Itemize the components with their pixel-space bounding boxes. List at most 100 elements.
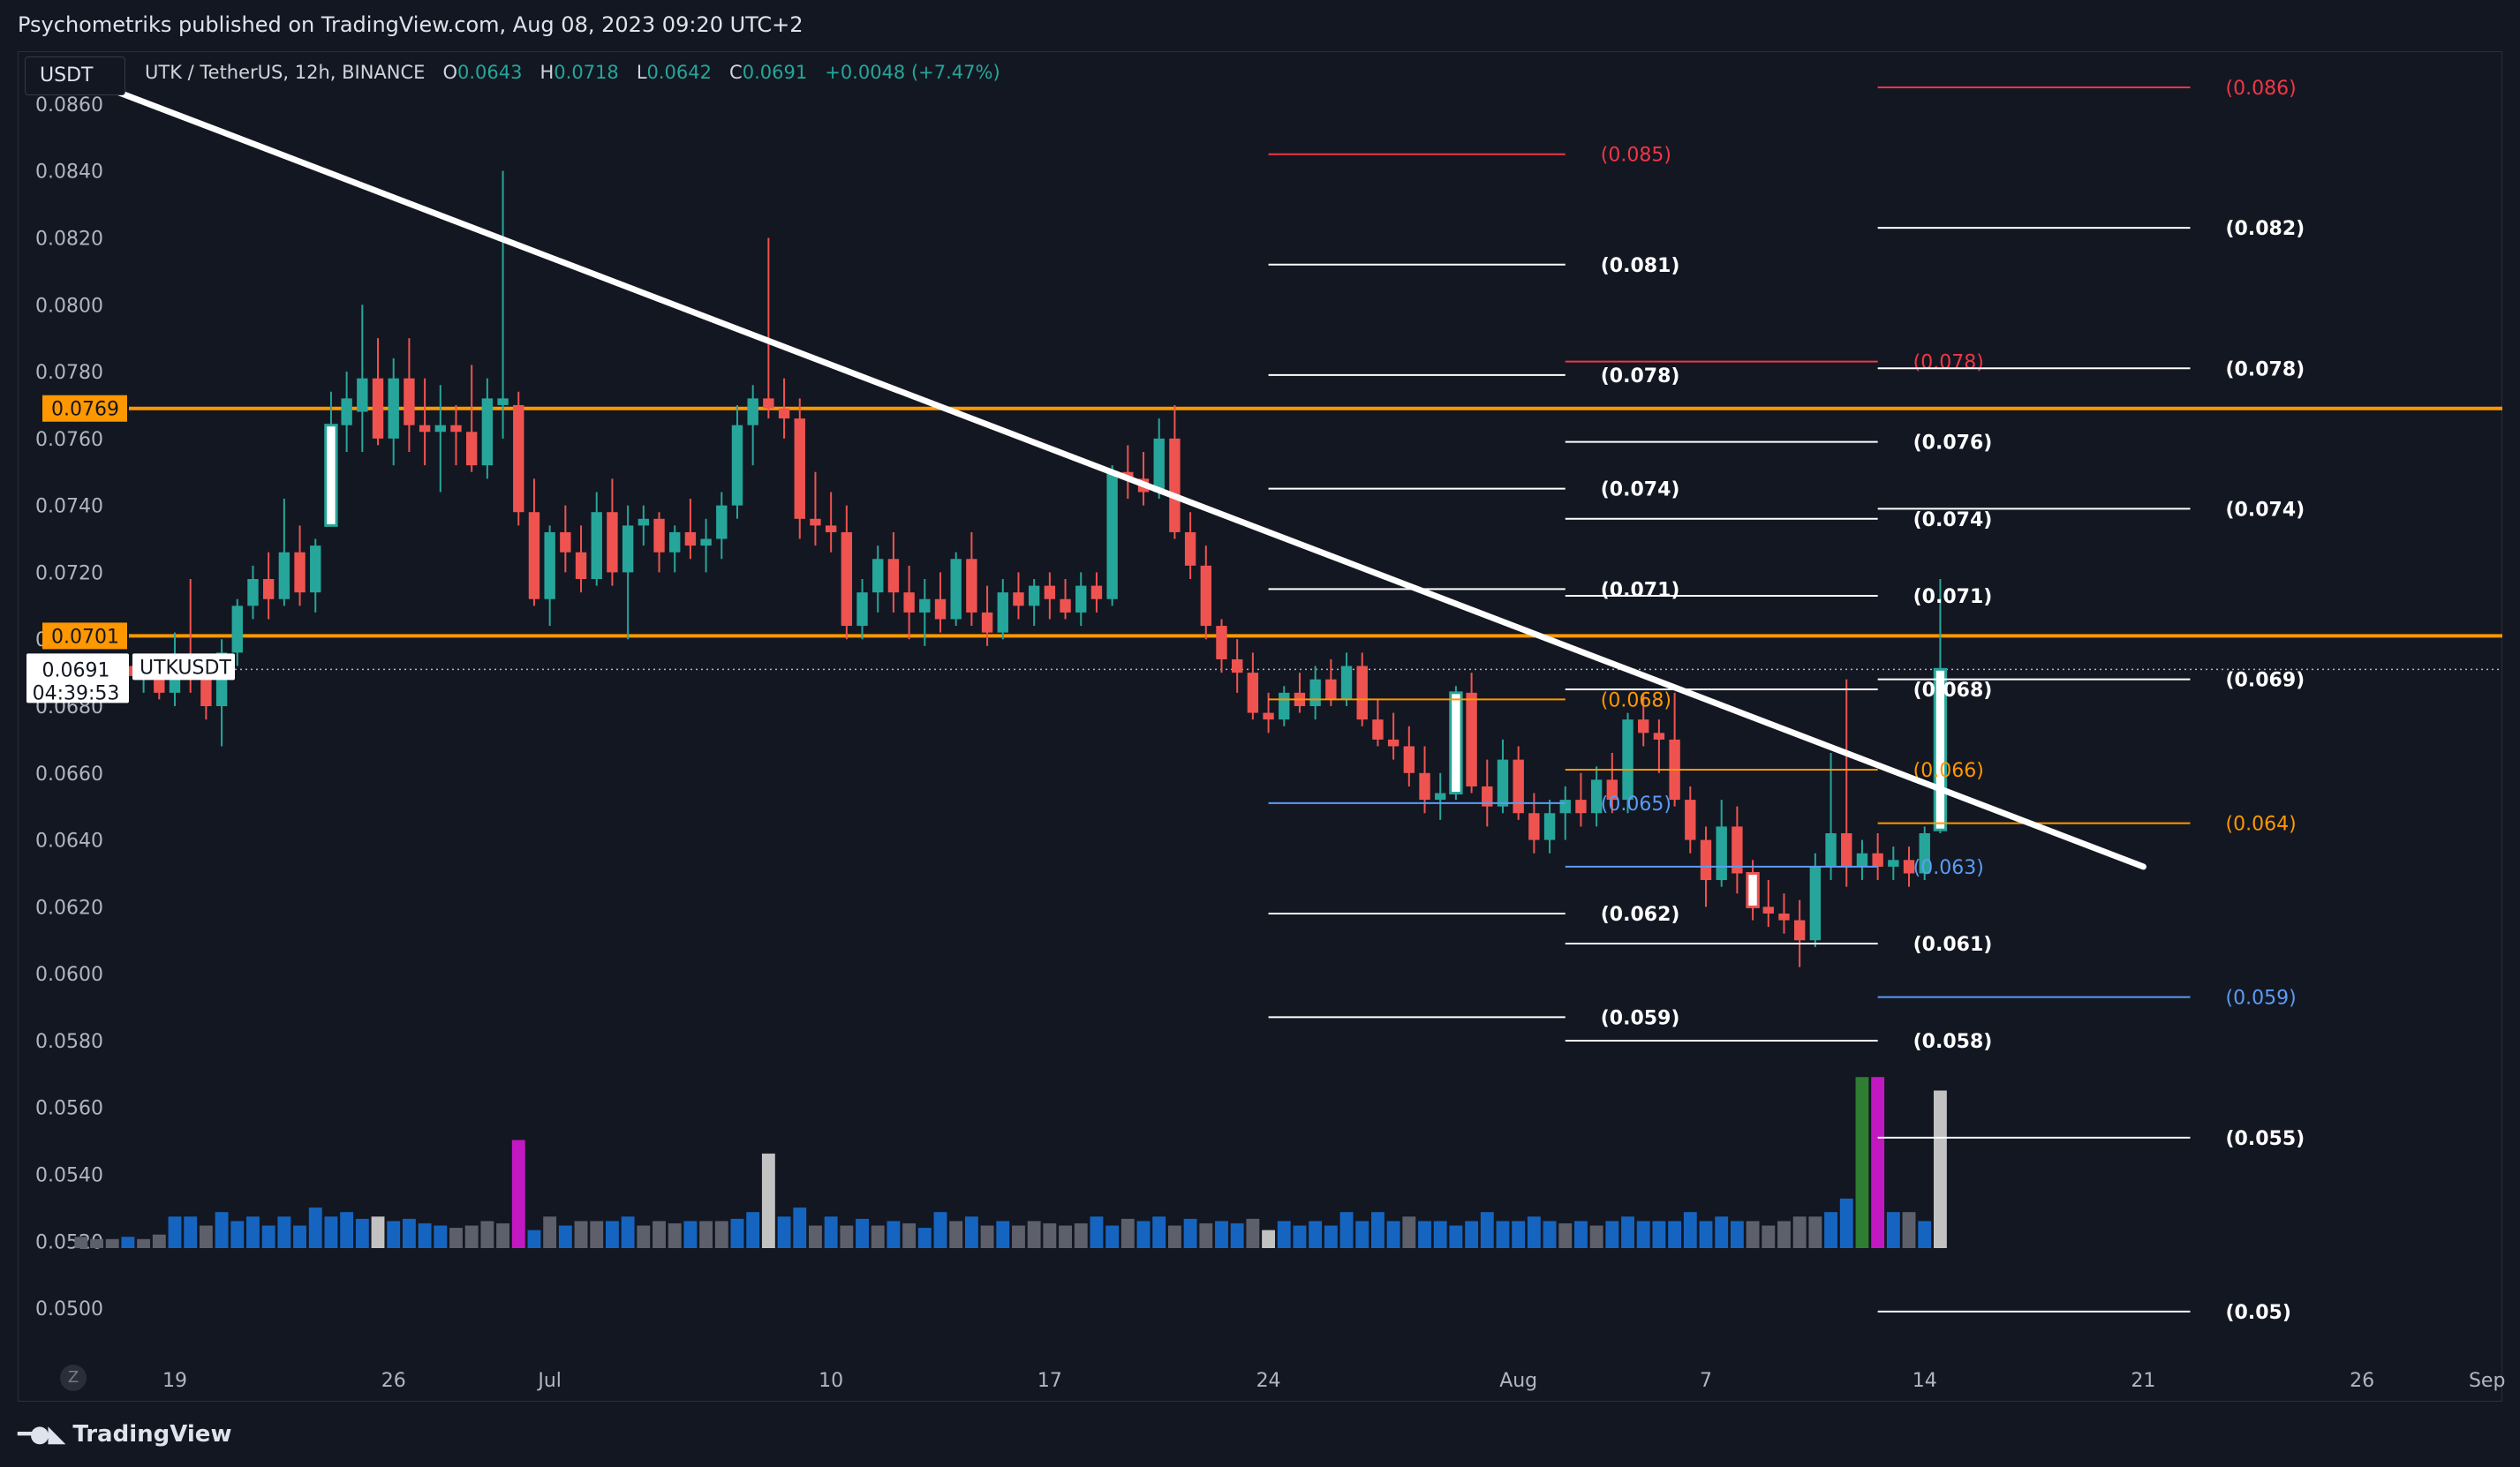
volume-bar <box>152 1234 166 1248</box>
volume-bar <box>1090 1216 1104 1248</box>
chart-frame <box>18 51 2502 1402</box>
level-label: (0.081) <box>1601 255 1680 277</box>
volume-bar <box>527 1230 541 1248</box>
y-tick-label: 0.0660 <box>35 764 103 786</box>
volume-bar <box>1043 1222 1057 1248</box>
volume-bar <box>824 1216 838 1248</box>
volume-bar <box>699 1221 713 1248</box>
volume-bar <box>1012 1225 1025 1248</box>
y-tick-label: 0.0580 <box>35 1031 103 1053</box>
volume-bar <box>605 1221 619 1248</box>
candle-body <box>341 398 352 425</box>
candle-body <box>1575 800 1587 814</box>
level-label: (0.074) <box>1601 479 1680 501</box>
candle-body <box>1325 679 1337 700</box>
timezone-z-button[interactable]: Z <box>60 1365 87 1391</box>
published-caption: Psychometriks published on TradingView.c… <box>18 12 804 37</box>
volume-bar <box>543 1216 557 1248</box>
volume-bar <box>105 1238 119 1248</box>
volume-bar <box>1699 1221 1713 1248</box>
candle-body <box>513 404 524 513</box>
y-tick-label: 0.0820 <box>35 228 103 250</box>
price-tag <box>42 395 127 422</box>
volume-bar <box>1105 1225 1120 1248</box>
candle-body <box>1387 739 1400 747</box>
x-tick-label: 26 <box>381 1370 406 1392</box>
y-tick-label: 0.0780 <box>35 362 103 384</box>
candle-body <box>1247 673 1259 713</box>
volume-bar <box>1527 1216 1541 1248</box>
level-label: (0.058) <box>1913 1031 1993 1053</box>
legend-symbol[interactable]: UTK / TetherUS, 12h, BINANCE <box>145 62 426 83</box>
candle-body <box>1279 692 1290 720</box>
candle-body <box>1466 692 1477 786</box>
volume-bar <box>1792 1216 1807 1248</box>
volume-bar <box>90 1238 103 1248</box>
candle-body <box>841 531 853 627</box>
x-tick-label: 17 <box>1037 1370 1062 1392</box>
volume-bar <box>1730 1221 1744 1248</box>
legend-close-value: 0.0691 <box>742 62 808 83</box>
y-tick-label: 0.0640 <box>35 831 103 853</box>
candle-body <box>481 398 494 466</box>
volume-bar <box>949 1221 963 1248</box>
volume-bar <box>387 1221 401 1248</box>
candle-body <box>575 552 587 579</box>
tradingview-logo[interactable]: ━●◣ TradingView <box>18 1421 231 1448</box>
volume-bar <box>902 1222 917 1248</box>
candle-body <box>1060 598 1071 613</box>
volume-bar <box>1324 1225 1338 1248</box>
candle-body <box>1888 860 1899 867</box>
tradingview-brand: TradingView <box>72 1421 232 1448</box>
candle-body <box>747 398 758 425</box>
candle-body <box>997 592 1008 633</box>
current-price-value: 0.0691 <box>42 659 110 681</box>
level-label: (0.064) <box>2226 814 2297 836</box>
volume-bar <box>511 1140 525 1248</box>
volume-bar <box>1293 1225 1307 1248</box>
candle-body <box>1309 679 1321 706</box>
legend-high-label: H <box>539 62 555 83</box>
candle-body <box>1216 626 1227 659</box>
candle-body <box>966 559 977 613</box>
volume-bar <box>215 1212 229 1248</box>
candle-body <box>1528 813 1540 840</box>
current-price-tag <box>26 653 129 703</box>
legend-open-value: 0.0643 <box>456 62 523 83</box>
volume-bar <box>1636 1221 1650 1248</box>
volume-bar <box>840 1225 854 1248</box>
candle-body <box>1340 666 1353 700</box>
candle-body <box>231 606 243 653</box>
volume-bar <box>637 1225 651 1248</box>
volume-bar <box>74 1237 88 1248</box>
candle-body <box>200 679 212 706</box>
volume-bar <box>1543 1221 1557 1248</box>
level-label: (0.068) <box>1601 689 1671 711</box>
volume-bar <box>199 1225 213 1248</box>
candle-body <box>856 592 868 627</box>
level-label: (0.059) <box>1601 1007 1680 1029</box>
candle-body <box>1778 913 1790 921</box>
volume-bar <box>1199 1222 1213 1248</box>
volume-bar <box>1886 1212 1900 1248</box>
volume-bar <box>1589 1225 1603 1248</box>
volume-bar <box>1246 1218 1260 1248</box>
candle-body <box>934 598 947 620</box>
level-label: (0.059) <box>2226 988 2297 1010</box>
x-tick-label: 7 <box>1700 1370 1712 1392</box>
candle-body <box>981 612 993 633</box>
volume-bar <box>293 1225 306 1248</box>
currency-button[interactable]: USDT <box>25 56 125 95</box>
candle-body <box>434 425 446 433</box>
candle-body <box>716 505 728 539</box>
volume-bar <box>887 1221 901 1248</box>
candle-body <box>372 378 384 439</box>
volume-bar <box>277 1216 291 1248</box>
x-tick-label: Sep <box>2469 1370 2505 1392</box>
candle-body <box>950 559 962 620</box>
candle-body <box>1638 719 1649 734</box>
volume-bar <box>1496 1221 1510 1248</box>
candle-body <box>1090 585 1103 599</box>
volume-bar <box>137 1238 151 1248</box>
